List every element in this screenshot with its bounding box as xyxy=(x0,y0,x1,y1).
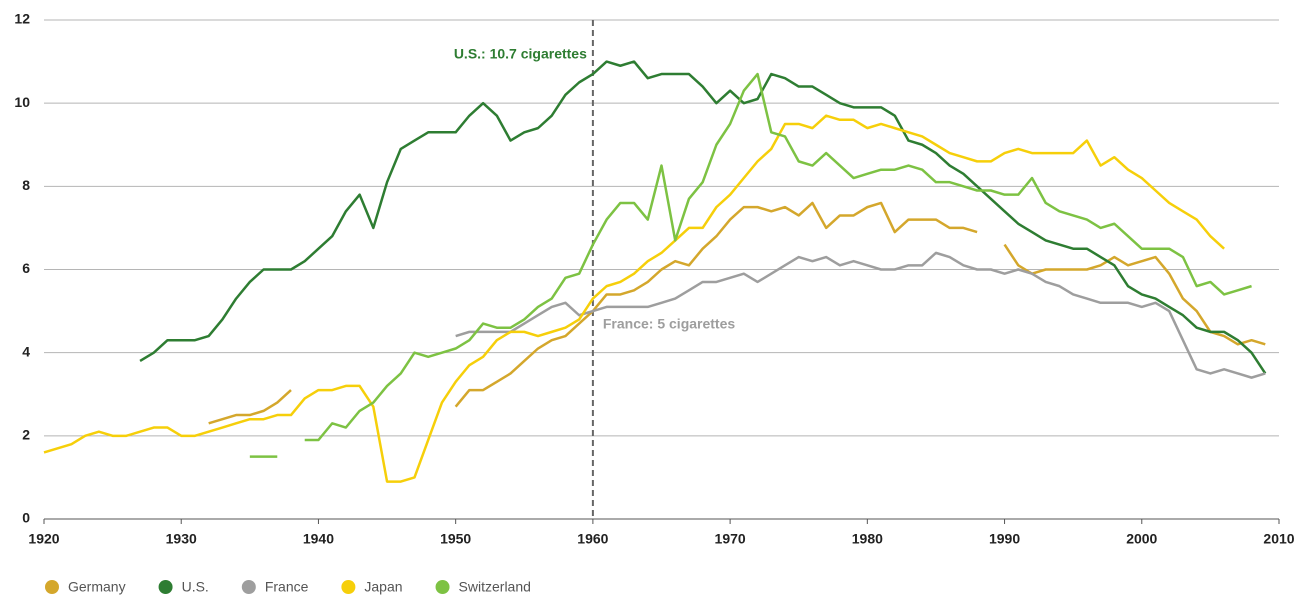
x-tick-label: 1950 xyxy=(440,531,471,547)
y-tick-label: 4 xyxy=(22,343,30,359)
y-tick-label: 8 xyxy=(22,177,30,193)
x-tick-label: 1940 xyxy=(303,531,334,547)
annotation: U.S.: 10.7 cigarettes xyxy=(454,46,587,62)
series-line xyxy=(43,114,1225,483)
x-tick-label: 1960 xyxy=(577,531,608,547)
series-line xyxy=(455,251,1266,379)
series-line xyxy=(454,201,978,408)
series-line xyxy=(208,389,292,425)
y-tick-label: 0 xyxy=(22,510,30,526)
x-tick-label: 1920 xyxy=(28,531,59,547)
series-line xyxy=(1003,243,1266,346)
y-tick-label: 12 xyxy=(14,11,30,27)
legend-marker xyxy=(45,580,59,594)
legend-marker xyxy=(435,580,450,594)
x-tick-label: 1930 xyxy=(166,531,197,547)
legend-marker xyxy=(158,580,173,594)
y-tick-label: 2 xyxy=(22,427,30,443)
legend-label: Japan xyxy=(364,579,402,595)
y-tick-label: 10 xyxy=(14,94,30,110)
legend-label: Switzerland xyxy=(459,579,531,595)
x-tick-label: 2010 xyxy=(1263,531,1294,547)
annotation: France: 5 cigarettes xyxy=(603,316,735,332)
x-tick-label: 1980 xyxy=(852,531,883,547)
legend-marker xyxy=(241,580,256,594)
legend-label: Germany xyxy=(68,579,126,595)
series-line xyxy=(304,72,1252,442)
x-tick-label: 1990 xyxy=(989,531,1020,547)
legend-marker xyxy=(341,580,356,594)
x-tick-label: 2000 xyxy=(1126,531,1157,547)
legend-label: U.S. xyxy=(182,579,209,595)
x-tick-label: 1970 xyxy=(715,531,746,547)
y-tick-label: 6 xyxy=(22,260,30,276)
series-line xyxy=(139,60,1267,375)
legend-label: France xyxy=(265,579,309,595)
